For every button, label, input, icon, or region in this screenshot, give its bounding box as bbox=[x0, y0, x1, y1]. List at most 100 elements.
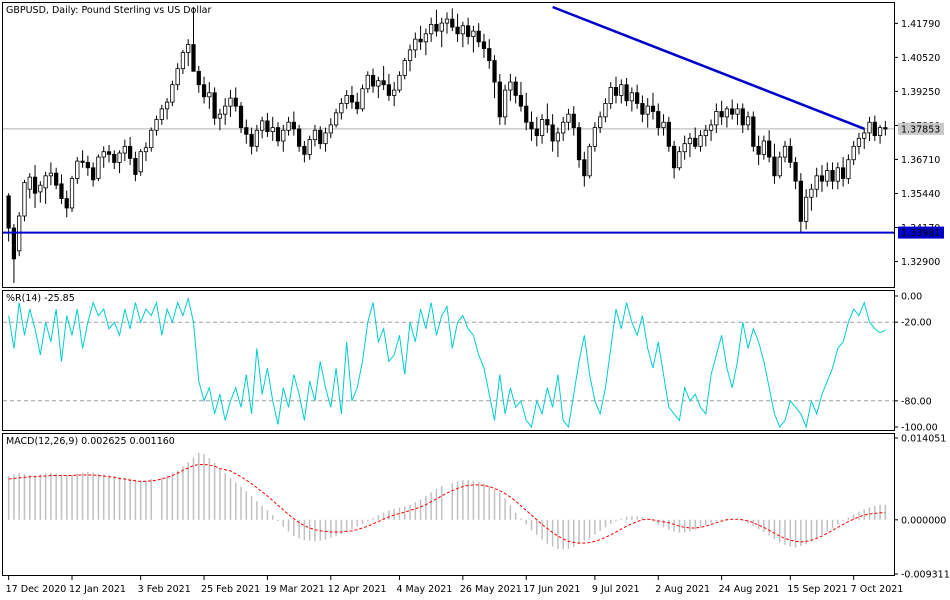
price-candle bbox=[629, 87, 634, 112]
candle-body bbox=[513, 81, 518, 96]
price-candle bbox=[502, 84, 508, 125]
price-candle bbox=[444, 12, 450, 34]
price-candle bbox=[524, 92, 529, 131]
candle-body bbox=[91, 167, 96, 181]
price-candle bbox=[392, 82, 397, 107]
price-candle bbox=[75, 157, 80, 184]
price-tick-label: 1.35440 bbox=[901, 189, 940, 200]
candle-body bbox=[629, 92, 634, 102]
price-candle bbox=[735, 103, 740, 125]
candle-body bbox=[883, 127, 888, 130]
price-candle bbox=[201, 76, 207, 104]
candle-body bbox=[497, 81, 502, 118]
price-candle bbox=[613, 76, 619, 104]
candle-body bbox=[471, 30, 476, 37]
price-candle bbox=[328, 118, 333, 139]
wr-label: %R(14) -25.85 bbox=[6, 293, 75, 304]
price-candle bbox=[249, 127, 254, 155]
price-candle bbox=[682, 135, 687, 160]
candle-body bbox=[423, 33, 428, 43]
price-candle bbox=[149, 127, 154, 152]
price-candle bbox=[856, 132, 862, 155]
price-candle bbox=[851, 140, 856, 166]
price-candle bbox=[418, 25, 423, 50]
price-candle bbox=[561, 116, 566, 141]
candle-body bbox=[175, 68, 180, 86]
candle-body bbox=[624, 84, 629, 102]
candle-body bbox=[566, 113, 571, 123]
candle-body bbox=[318, 129, 323, 145]
price-candle bbox=[318, 126, 323, 150]
candle-body bbox=[355, 101, 360, 110]
candle-body bbox=[782, 145, 788, 158]
price-candle bbox=[466, 17, 471, 45]
x-tick-label: 26 May 2021 bbox=[460, 584, 522, 595]
price-candle bbox=[513, 76, 518, 104]
candle-body bbox=[756, 145, 761, 155]
candle-body bbox=[492, 60, 497, 83]
candle-body bbox=[819, 175, 825, 182]
price-candle bbox=[360, 84, 365, 112]
candle-body bbox=[207, 92, 212, 98]
candle-body bbox=[11, 227, 17, 260]
price-candle bbox=[862, 127, 867, 150]
candle-body bbox=[877, 127, 883, 137]
price-candle bbox=[666, 116, 671, 152]
x-tick-label: 17 Jun 2021 bbox=[523, 584, 580, 595]
candle-body bbox=[809, 188, 814, 198]
candle-body bbox=[555, 132, 561, 142]
x-tick-label: 7 Oct 2021 bbox=[851, 584, 904, 595]
price-candle bbox=[751, 111, 756, 152]
price-candle bbox=[830, 162, 835, 190]
candle-body bbox=[418, 38, 423, 43]
price-candle bbox=[434, 9, 439, 37]
price-candle bbox=[756, 135, 761, 166]
candle-body bbox=[333, 112, 339, 126]
candle-body bbox=[180, 52, 186, 70]
price-candle bbox=[455, 13, 460, 42]
price-candle bbox=[164, 98, 170, 120]
x-tick-label: 19 Mar 2021 bbox=[264, 584, 324, 595]
candle-body bbox=[772, 156, 777, 177]
price-candle bbox=[143, 142, 149, 162]
candle-body bbox=[788, 145, 793, 163]
candle-body bbox=[117, 152, 122, 163]
price-candle bbox=[80, 150, 85, 168]
price-candle bbox=[133, 151, 138, 182]
price-candle bbox=[835, 162, 840, 190]
price-candle bbox=[471, 25, 476, 53]
candle-body bbox=[862, 132, 867, 139]
price-candle bbox=[809, 183, 814, 211]
candle-body bbox=[481, 41, 487, 49]
price-candle bbox=[777, 151, 782, 179]
price-candle bbox=[650, 92, 656, 120]
price-candle bbox=[460, 21, 465, 48]
price-candle bbox=[423, 28, 428, 56]
candle-body bbox=[43, 175, 48, 189]
price-candle bbox=[254, 124, 259, 152]
candle-body bbox=[38, 184, 43, 193]
candle-body bbox=[429, 24, 434, 35]
candle-body bbox=[138, 151, 143, 173]
candle-body bbox=[170, 84, 175, 103]
candle-body bbox=[761, 140, 767, 155]
candle-body bbox=[149, 129, 154, 149]
price-candle bbox=[27, 173, 32, 199]
price-candle bbox=[798, 173, 803, 233]
price-candle bbox=[767, 130, 772, 163]
candle-body bbox=[793, 162, 798, 182]
candle-body bbox=[85, 162, 90, 169]
candle-body bbox=[804, 196, 809, 222]
price-candle bbox=[788, 138, 793, 168]
price-candle bbox=[598, 111, 603, 133]
price-candle bbox=[333, 108, 339, 128]
price-candle bbox=[539, 114, 545, 144]
price-candle bbox=[740, 103, 745, 133]
current-price-tag-label: 1.37853 bbox=[901, 124, 940, 135]
candle-body bbox=[619, 84, 624, 96]
price-candle bbox=[170, 80, 175, 107]
wr-tick-label: -80.00 bbox=[901, 396, 932, 407]
candle-body bbox=[106, 151, 112, 155]
candle-body bbox=[508, 81, 513, 91]
price-candle bbox=[497, 74, 502, 125]
